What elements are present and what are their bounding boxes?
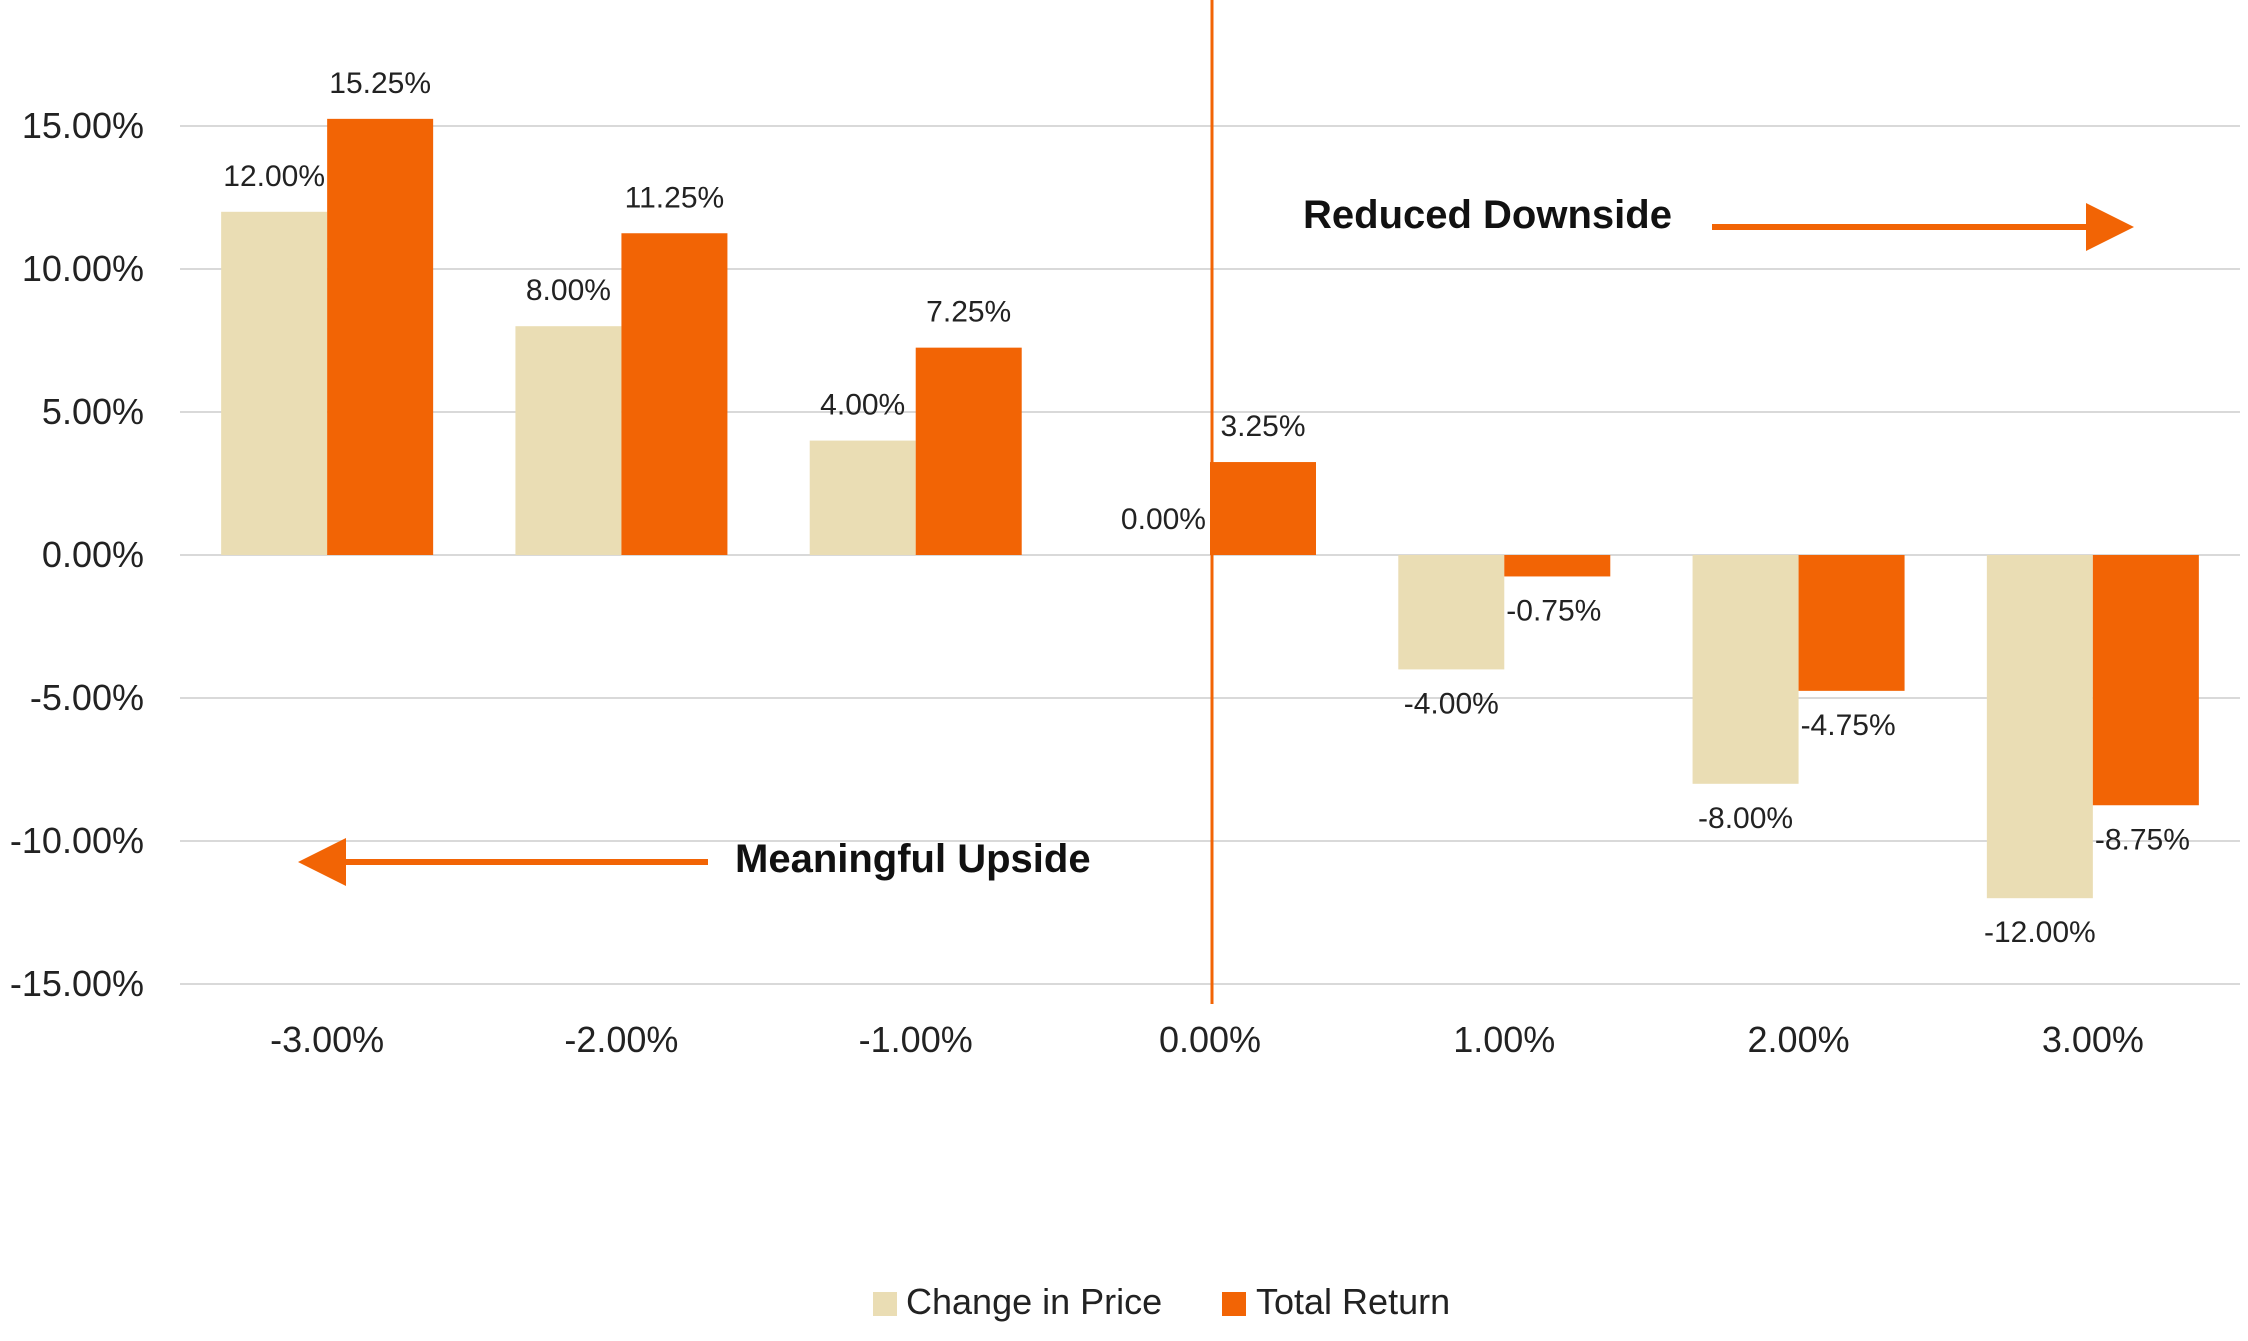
data-label-total-return-0: 15.25% <box>329 67 431 100</box>
x-tick-label-6: 3.00% <box>2042 1019 2144 1060</box>
bars <box>221 118 2199 899</box>
bar-total-return-6 <box>2092 555 2199 806</box>
data-label-total-return-5: -4.75% <box>1801 709 1896 742</box>
x-tick-label-2: -1.00% <box>859 1019 973 1060</box>
y-tick-label-1: 10.00% <box>22 248 144 289</box>
data-labels: 12.00% 8.00% 4.00% 0.00% -4.00% -8.00% -12.00%… <box>223 67 2190 949</box>
data-label-total-return-2: 7.25% <box>926 296 1011 329</box>
bar-total-return-3 <box>1210 462 1316 555</box>
legend-swatch-total-return <box>1222 1292 1246 1316</box>
annotation-meaningful-upside-text: Meaningful Upside <box>735 837 1091 881</box>
bar-change-in-price-4 <box>1398 555 1505 670</box>
bar-total-return-0 <box>327 118 434 555</box>
annotation-meaningful-upside: Meaningful Upside <box>298 837 1091 886</box>
data-label-change-in-price-2: 4.00% <box>820 389 905 422</box>
data-label-total-return-6: -8.75% <box>2095 823 2190 856</box>
data-label-change-in-price-4: -4.00% <box>1404 687 1499 720</box>
data-label-change-in-price-6: -12.00% <box>1984 916 2096 949</box>
bar-change-in-price-5 <box>1692 555 1799 784</box>
y-tick-label-5: -10.00% <box>10 820 144 861</box>
bar-total-return-1 <box>621 233 728 555</box>
data-label-change-in-price-3: 0.00% <box>1121 503 1206 536</box>
x-tick-label-3: 0.00% <box>1159 1019 1261 1060</box>
data-label-change-in-price-1: 8.00% <box>526 274 611 307</box>
y-tick-label-3: 0.00% <box>42 534 144 575</box>
bar-change-in-price-6 <box>1986 555 2093 899</box>
axes: 15.00% 10.00% 5.00% 0.00% -5.00% -10.00% -15.0… <box>10 105 2144 1060</box>
bar-change-in-price-0 <box>221 211 328 556</box>
bar-change-in-price-1 <box>515 326 622 555</box>
data-label-total-return-3: 3.25% <box>1220 410 1305 443</box>
legend-label-total-return: Total Return <box>1256 1281 1450 1322</box>
x-tick-label-1: -2.00% <box>564 1019 678 1060</box>
x-tick-label-5: 2.00% <box>1748 1019 1850 1060</box>
bar-total-return-4 <box>1504 555 1611 577</box>
y-tick-label-0: 15.00% <box>22 105 144 146</box>
data-label-total-return-1: 11.25% <box>625 181 725 214</box>
x-tick-label-4: 1.00% <box>1453 1019 1555 1060</box>
data-label-change-in-price-5: -8.00% <box>1698 802 1793 835</box>
x-tick-label-0: -3.00% <box>270 1019 384 1060</box>
y-tick-label-4: -5.00% <box>30 677 144 718</box>
data-label-total-return-4: -0.75% <box>1506 594 1601 627</box>
annotation-reduced-downside-text: Reduced Downside <box>1303 193 1672 237</box>
legend-label-change-in-price: Change in Price <box>906 1281 1162 1322</box>
bar-total-return-2 <box>915 347 1022 555</box>
legend: Change in Price Total Return <box>873 1281 1450 1322</box>
data-label-change-in-price-0: 12.00% <box>223 160 325 193</box>
bar-change-in-price-2 <box>809 440 916 555</box>
legend-swatch-change-in-price <box>873 1292 897 1316</box>
y-tick-label-2: 5.00% <box>42 391 144 432</box>
y-tick-label-6: -15.00% <box>10 963 144 1004</box>
annotation-reduced-downside: Reduced Downside <box>1303 193 2134 251</box>
bar-total-return-5 <box>1798 555 1905 691</box>
